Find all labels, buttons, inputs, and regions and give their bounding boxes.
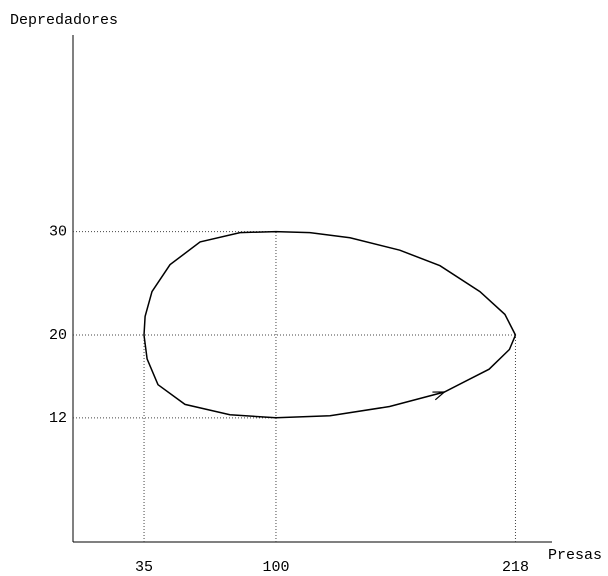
- y-tick-label: 12: [49, 410, 67, 427]
- curve: [143, 230, 517, 419]
- x-tick-label: 100: [262, 559, 289, 576]
- direction-arrow: [432, 391, 447, 401]
- x-tick-label: 218: [502, 559, 529, 576]
- y-axis-label: Depredadores: [10, 12, 118, 29]
- y-tick-label: 20: [49, 327, 67, 344]
- y-tick-label: 30: [49, 224, 67, 241]
- x-axis-label: Presas: [548, 547, 602, 564]
- x-tick-label: 35: [135, 559, 153, 576]
